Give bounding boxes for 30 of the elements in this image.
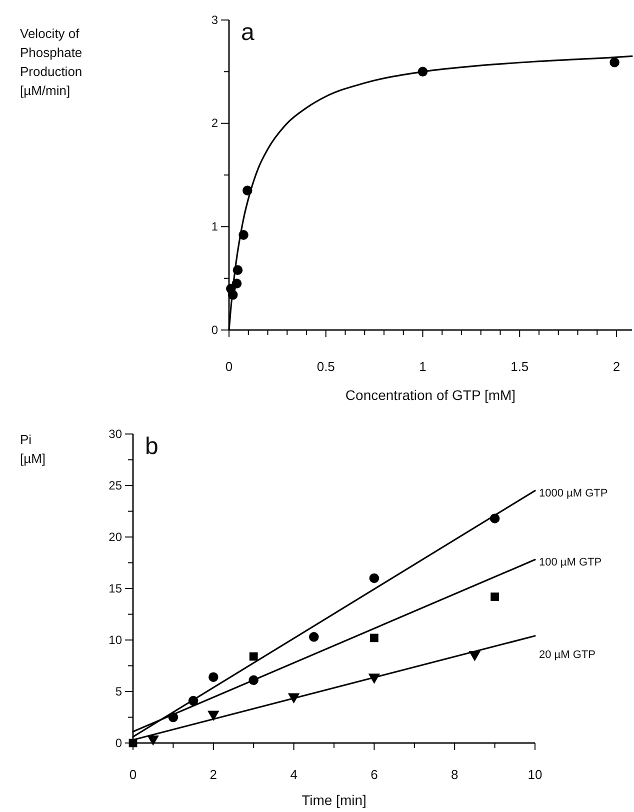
y-tick-label: 30 (108, 426, 122, 441)
x-tick-label: 10 (528, 767, 542, 782)
chart-title: b (145, 433, 158, 460)
x-tick-label: 8 (450, 767, 458, 782)
x-tick-label: 2 (612, 359, 620, 374)
x-tick-label: 6 (370, 767, 378, 782)
x-tick-label: 0.5 (316, 359, 335, 374)
y-tick-label: 3 (211, 12, 218, 27)
x-tick-label: 1 (419, 359, 426, 374)
y-tick-label: 0 (211, 322, 218, 337)
y-tick-label: 10 (108, 632, 122, 647)
y-tick-label: 5 (115, 684, 122, 698)
y-tick-label: 15 (108, 581, 122, 596)
x-axis-title: Concentration of GTP [mM] (345, 387, 516, 403)
y-tick-label: 25 (108, 478, 122, 492)
x-axis-title: Time [min] (302, 792, 366, 808)
chart-title: a (241, 19, 255, 46)
y-tick-label: 20 (108, 530, 122, 544)
x-tick-label: 0 (225, 359, 233, 374)
y-axis-title: Velocity of Phosphate Production [µM/min] (20, 26, 82, 98)
y-tick-label: 0 (115, 736, 122, 750)
x-tick-label: 1.5 (510, 359, 529, 374)
series-label: 1000 µM GTP (539, 488, 608, 500)
x-tick-label: 4 (290, 767, 298, 782)
y-tick-label: 1 (211, 220, 218, 234)
y-tick-label: 2 (211, 116, 218, 130)
y-axis-title: Pi [µM] (20, 432, 46, 466)
x-tick-label: 0 (129, 767, 137, 782)
series-label: 100 µM GTP (539, 556, 602, 569)
series-label: 20 µM GTP (539, 648, 596, 661)
